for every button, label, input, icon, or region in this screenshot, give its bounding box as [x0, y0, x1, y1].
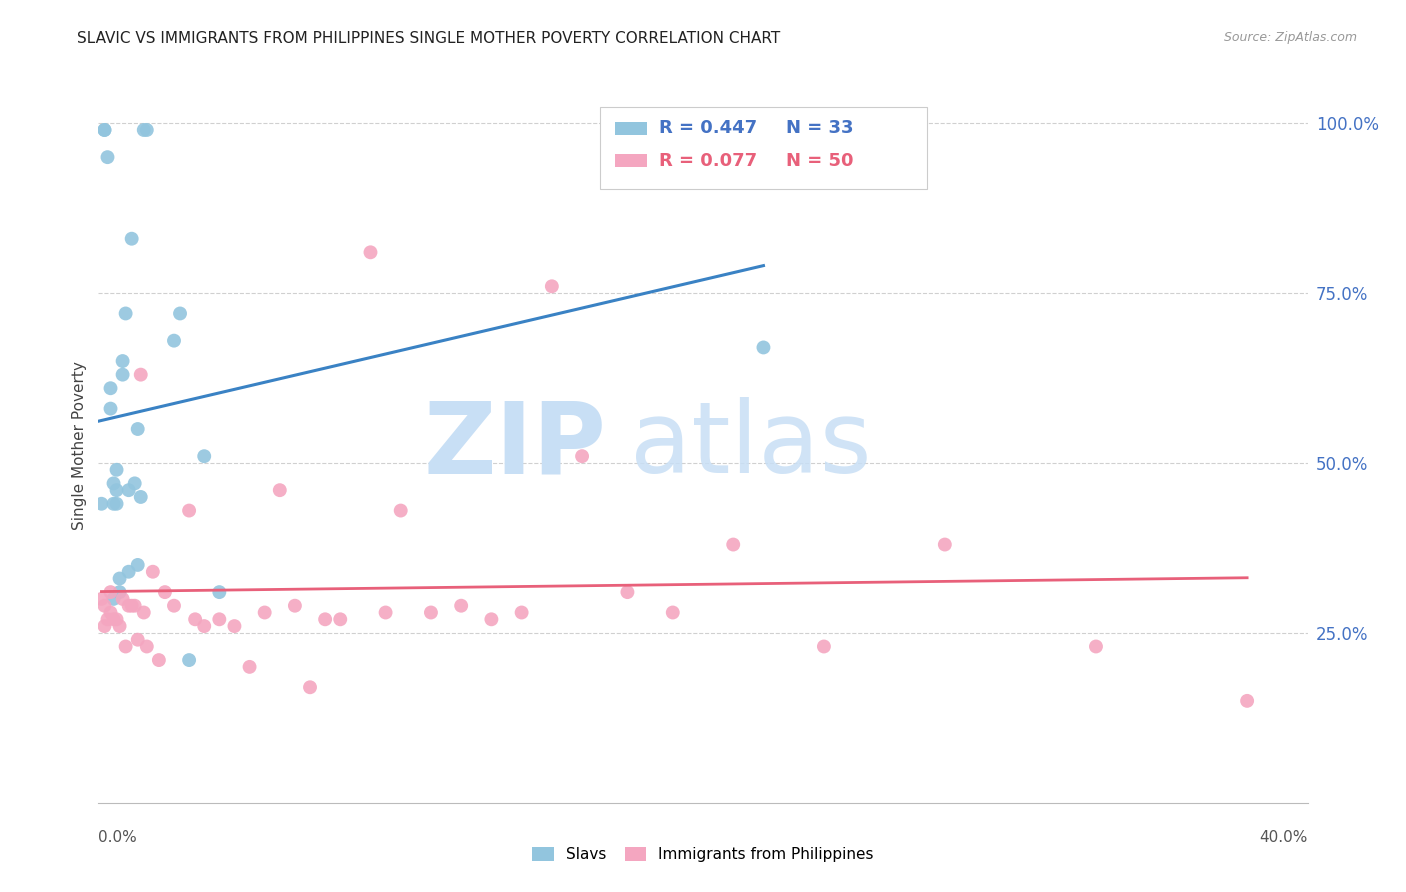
Point — [135, 123, 157, 137]
Point — [111, 354, 134, 368]
Point — [118, 565, 141, 579]
Point — [114, 640, 136, 654]
Text: SLAVIC VS IMMIGRANTS FROM PHILIPPINES SINGLE MOTHER POVERTY CORRELATION CHART: SLAVIC VS IMMIGRANTS FROM PHILIPPINES SI… — [77, 31, 780, 46]
Point — [118, 599, 141, 613]
Point — [100, 606, 122, 620]
Point — [169, 306, 191, 320]
Text: N = 33: N = 33 — [786, 120, 853, 137]
Text: R = 0.077: R = 0.077 — [659, 152, 758, 169]
Point — [752, 341, 775, 355]
Point — [108, 619, 131, 633]
Text: ZIP: ZIP — [423, 398, 606, 494]
Point — [616, 585, 638, 599]
Text: atlas: atlas — [630, 398, 872, 494]
Point — [1236, 694, 1258, 708]
Point — [121, 599, 143, 613]
Point — [105, 463, 128, 477]
Point — [105, 497, 128, 511]
Point — [132, 123, 155, 137]
Point — [93, 123, 115, 137]
Point — [96, 150, 118, 164]
Point — [540, 279, 562, 293]
Point — [179, 503, 201, 517]
FancyBboxPatch shape — [614, 122, 647, 135]
Point — [239, 660, 262, 674]
Point — [108, 585, 131, 599]
Point — [100, 401, 122, 416]
Point — [124, 476, 146, 491]
Point — [813, 640, 835, 654]
Point — [389, 503, 412, 517]
Point — [208, 585, 231, 599]
Point — [184, 612, 207, 626]
Point — [105, 483, 128, 498]
Point — [163, 334, 186, 348]
Text: 0.0%: 0.0% — [98, 830, 138, 845]
Point — [108, 572, 131, 586]
Point — [103, 476, 125, 491]
Text: N = 50: N = 50 — [786, 152, 853, 169]
Point — [193, 619, 215, 633]
Point — [93, 599, 115, 613]
Point — [631, 123, 654, 137]
Point — [129, 490, 152, 504]
Point — [224, 619, 246, 633]
Y-axis label: Single Mother Poverty: Single Mother Poverty — [72, 361, 87, 531]
Point — [93, 619, 115, 633]
Point — [103, 612, 125, 626]
Point — [142, 565, 165, 579]
Point — [96, 612, 118, 626]
Point — [129, 368, 152, 382]
Point — [100, 585, 122, 599]
Point — [179, 653, 201, 667]
Text: R = 0.447: R = 0.447 — [659, 120, 758, 137]
Point — [127, 422, 149, 436]
Point — [193, 449, 215, 463]
FancyBboxPatch shape — [614, 154, 647, 167]
Point — [118, 483, 141, 498]
Point — [571, 449, 593, 463]
Point — [124, 599, 146, 613]
Text: 40.0%: 40.0% — [1260, 830, 1308, 845]
Point — [127, 632, 149, 647]
Point — [450, 599, 472, 613]
Point — [661, 606, 683, 620]
Point — [90, 591, 112, 606]
Point — [132, 606, 155, 620]
Point — [163, 599, 186, 613]
Text: Source: ZipAtlas.com: Source: ZipAtlas.com — [1223, 31, 1357, 45]
Point — [100, 381, 122, 395]
Point — [148, 653, 170, 667]
Point — [510, 606, 533, 620]
Point — [127, 558, 149, 572]
Point — [481, 612, 503, 626]
Point — [269, 483, 291, 498]
Point — [360, 245, 382, 260]
Point — [723, 537, 745, 551]
FancyBboxPatch shape — [600, 107, 927, 189]
Point — [208, 612, 231, 626]
Legend: Slavs, Immigrants from Philippines: Slavs, Immigrants from Philippines — [526, 840, 880, 868]
Point — [374, 606, 396, 620]
Point — [111, 591, 134, 606]
Point — [90, 497, 112, 511]
Point — [135, 640, 157, 654]
Point — [314, 612, 336, 626]
Point — [105, 612, 128, 626]
Point — [153, 585, 176, 599]
Point — [103, 497, 125, 511]
Point — [329, 612, 352, 626]
Point — [121, 232, 143, 246]
Point — [111, 368, 134, 382]
Point — [420, 606, 443, 620]
Point — [934, 537, 956, 551]
Point — [1085, 640, 1108, 654]
Point — [114, 306, 136, 320]
Point — [253, 606, 276, 620]
Point — [93, 123, 115, 137]
Point — [103, 591, 125, 606]
Point — [299, 680, 322, 694]
Point — [284, 599, 307, 613]
